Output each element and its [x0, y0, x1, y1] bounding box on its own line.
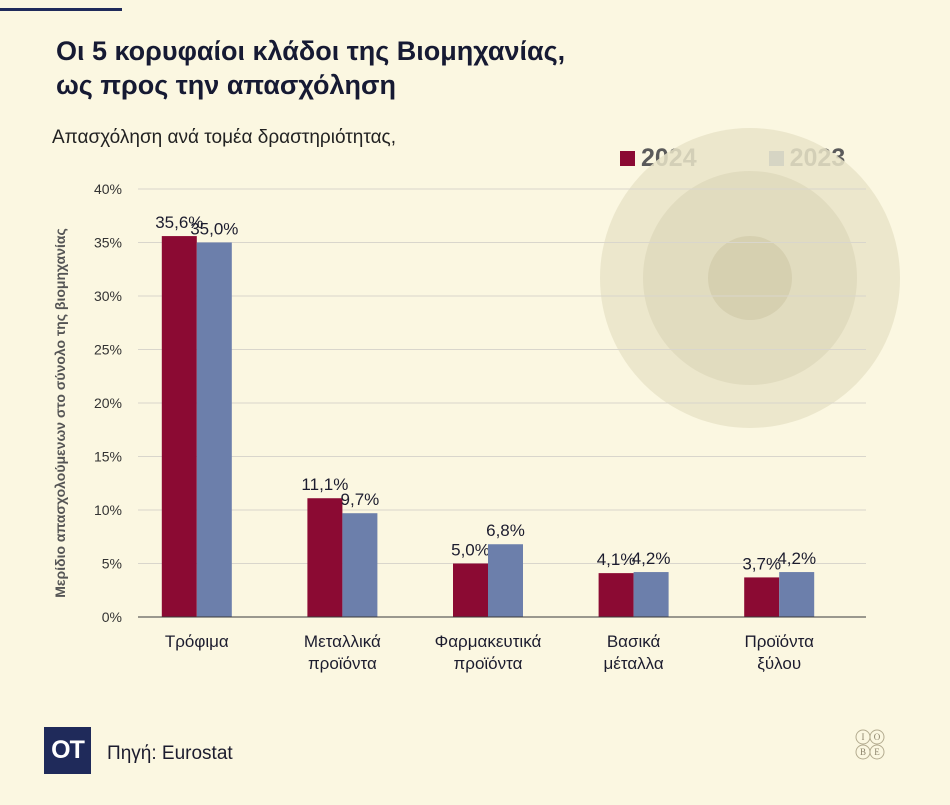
- y-tick-label: 30%: [94, 288, 122, 304]
- bar-2024-3: [598, 573, 634, 617]
- title-line-1: Οι 5 κορυφαίοι κλάδοι της Βιομηχανίας,: [56, 36, 566, 66]
- source-note: Πηγή: Eurostat: [107, 743, 233, 764]
- y-tick-label: 20%: [94, 395, 122, 411]
- data-label-2024-4: 3,7%: [742, 554, 781, 573]
- y-tick-label: 10%: [94, 502, 122, 518]
- bar-2023-1: [342, 513, 378, 617]
- bar-2023-4: [779, 572, 815, 617]
- y-tick-label: 40%: [94, 181, 122, 197]
- data-label-2023-4: 4,2%: [777, 549, 816, 568]
- y-tick-label: 25%: [94, 342, 122, 358]
- iobe-logo: Ι Ο Β Ε: [855, 729, 885, 760]
- y-tick-label: 35%: [94, 235, 122, 251]
- top-rule: [0, 8, 122, 11]
- bar-2024-1: [307, 498, 343, 617]
- data-label-2023-3: 4,2%: [632, 549, 671, 568]
- decor-circle-inner: [708, 236, 792, 320]
- x-tick-label: Φαρμακευτικά: [435, 632, 542, 651]
- x-tick-label: Τρόφιμα: [165, 632, 229, 651]
- bar-2023-2: [488, 544, 523, 617]
- data-label-2024-3: 4,1%: [597, 550, 636, 569]
- x-tick-label: Βασικά: [607, 632, 661, 651]
- x-tick-label: προϊόντα: [308, 654, 377, 673]
- data-label-2024-2: 5,0%: [451, 541, 490, 560]
- bar-2023-3: [633, 572, 669, 617]
- x-tick-label: Μεταλλικά: [304, 632, 381, 651]
- data-label-2023-0: 35,0%: [190, 220, 238, 239]
- bar-2024-0: [161, 236, 197, 617]
- data-label-2024-0: 35,6%: [155, 213, 203, 232]
- chart-subtitle: Απασχόληση ανά τομέα δραστηριότητας,: [52, 127, 396, 148]
- x-tick-label: Προϊόντα: [744, 632, 814, 651]
- bar-2024-2: [453, 563, 488, 617]
- y-tick-label: 0%: [102, 609, 122, 625]
- bar-2024-4: [744, 577, 780, 617]
- y-tick-label: 15%: [94, 449, 122, 465]
- y-tick-label: 5%: [102, 556, 122, 572]
- x-tick-label: μέταλλα: [603, 654, 663, 673]
- ot-logo: ΟΤ: [44, 727, 91, 774]
- iobe-letter-2: Β: [860, 747, 866, 757]
- bar-2023-0: [196, 242, 232, 617]
- title-line-2: ως προς την απασχόληση: [56, 70, 396, 100]
- legend-swatch-2024: [620, 151, 635, 166]
- iobe-letter-1: Ο: [874, 732, 881, 742]
- iobe-letter-3: Ε: [874, 747, 880, 757]
- y-axis-title: Μερίδιο απασχολούμενων στο σύνολο της βι…: [52, 228, 68, 598]
- data-label-2023-1: 9,7%: [341, 490, 380, 509]
- iobe-letter-0: Ι: [862, 732, 865, 742]
- data-label-2024-1: 11,1%: [301, 475, 348, 494]
- x-tick-label: ξύλου: [757, 654, 801, 673]
- page-title: Οι 5 κορυφαίοι κλάδοι της Βιομηχανίας, ω…: [56, 34, 565, 102]
- data-label-2023-2: 6,8%: [486, 521, 525, 540]
- x-tick-label: προϊόντα: [454, 654, 523, 673]
